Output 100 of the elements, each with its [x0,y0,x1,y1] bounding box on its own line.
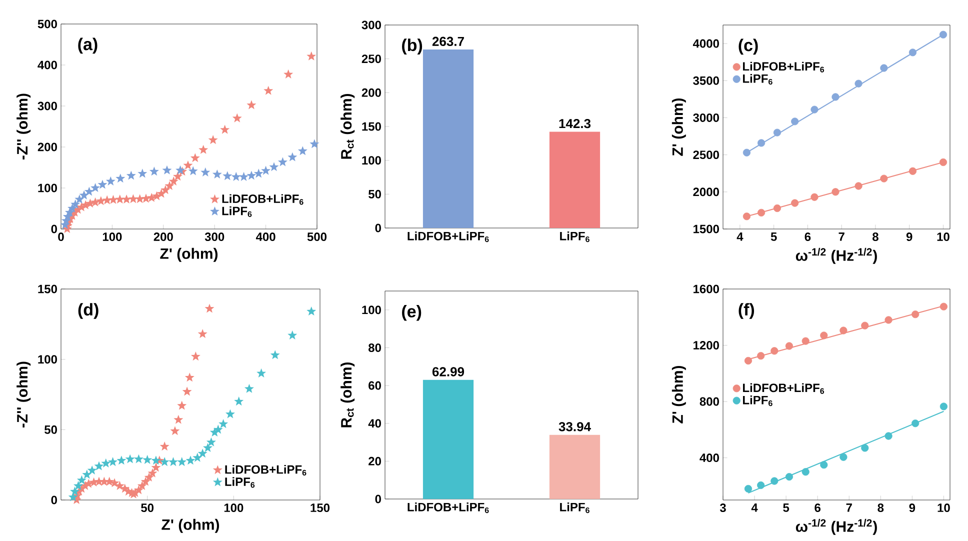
point [138,168,148,178]
point [108,457,118,466]
y-tick-label: 60 [368,381,381,390]
x-tick-label: 8 [878,504,884,512]
y-tick-label: 3000 [693,113,719,122]
point [310,139,320,148]
point [106,176,116,186]
x-tick-label: 100 [102,232,122,242]
y-axis-title: R$_{ct}$ (ohm) [340,362,355,428]
point [908,48,917,56]
x-tick-label: 5 [783,504,790,512]
point [770,477,778,485]
y-tick-label: 100 [38,184,57,192]
annotation: (e) [402,304,422,321]
point [757,139,766,147]
point [306,51,316,60]
x-tick-label: 100 [224,504,244,512]
x-tick-label: 400 [256,232,276,242]
point [884,432,892,440]
point [742,212,751,220]
y-tick-label: 150 [38,284,57,294]
y-axis-title: Z' (ohm) [672,98,686,156]
point [742,148,751,156]
x-tick-label: 10 [938,504,950,512]
point [212,169,222,179]
x-tick-label: 0 [58,232,64,242]
point [770,347,778,355]
y-axis-title: Z' (ohm) [672,366,686,424]
y-tick-label: 250 [362,54,381,64]
point [98,180,108,189]
point [791,118,799,126]
point [160,457,170,466]
point [74,480,84,490]
point [116,456,126,465]
point [298,146,308,156]
point [184,372,194,382]
point [234,396,244,406]
point [102,195,112,204]
x-tick-label: 9 [906,232,912,242]
x-tick-label: 5 [770,232,777,241]
legend-label: LiDFOB+LiPF$_{6}$ [743,383,824,394]
x-tick-label: 3 [720,504,726,512]
x-tick-label: 6 [814,504,820,512]
annotation: (c) [738,38,758,55]
y-tick-label: 400 [700,454,719,462]
point [70,199,80,208]
x-axis-title: Z' (ohm) [162,518,220,533]
point [177,457,187,466]
point [85,198,95,208]
x-tick-label: 50 [141,504,154,512]
point [76,475,86,484]
point [269,162,279,172]
y-tick-label: 100 [362,306,381,314]
point [880,174,888,182]
point [802,468,810,476]
point [68,204,78,213]
x-tick-label: 7 [846,504,852,512]
point [785,472,794,481]
point [908,167,917,175]
point [186,456,196,465]
point [160,185,170,194]
point [104,476,114,486]
point [160,442,170,451]
point [79,190,89,200]
point [190,352,200,361]
point [208,135,218,144]
point [218,419,228,428]
point [182,386,192,396]
y-tick-label: 1500 [694,224,719,234]
point [840,326,848,334]
point [840,453,848,461]
point [198,329,208,338]
point [939,30,948,38]
legend-label: LiPF$_{6}$ [743,74,772,85]
point [122,194,132,204]
y-tick-label: 400 [38,60,57,70]
y-tick-label: 100 [38,355,57,364]
y-tick-label: 2500 [693,150,719,160]
annotation: (a) [78,38,98,54]
point [810,106,818,114]
x-tick-label: 4 [751,504,758,512]
point [940,402,948,410]
annotation: (f) [738,303,754,319]
point [204,304,214,313]
y-tick-label: 0 [51,496,57,504]
point [232,113,242,122]
legend-label: LiPF$_{6}$ [743,396,772,406]
point [203,442,213,452]
point [284,69,294,78]
y-tick-label: 150 [362,122,381,131]
point [101,458,111,468]
y-tick-label: 200 [362,88,381,97]
x-tick-label: 7 [838,232,844,241]
point [213,424,223,434]
point [832,93,840,101]
point [810,193,818,201]
point [177,400,187,410]
point [84,186,94,196]
point [183,160,193,170]
point [68,492,78,502]
